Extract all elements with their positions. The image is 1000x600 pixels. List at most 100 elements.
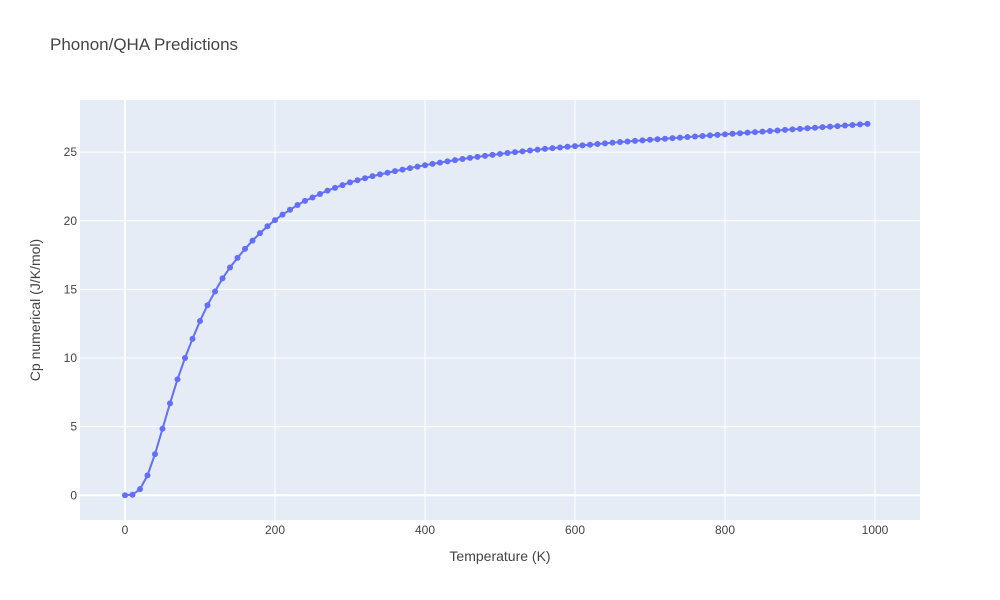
data-point[interactable] [504, 149, 511, 156]
data-point[interactable] [482, 152, 488, 159]
data-point[interactable] [129, 491, 136, 498]
data-point[interactable] [377, 171, 383, 178]
data-point[interactable] [789, 126, 796, 133]
data-point[interactable] [144, 472, 151, 479]
data-point[interactable] [864, 120, 871, 127]
data-point[interactable] [227, 264, 233, 271]
data-point[interactable] [197, 317, 203, 324]
data-point[interactable] [564, 143, 571, 150]
data-point[interactable] [804, 125, 811, 132]
data-point[interactable] [707, 132, 713, 139]
data-point[interactable] [617, 139, 623, 145]
data-point[interactable] [339, 182, 346, 189]
data-point[interactable] [332, 184, 338, 191]
data-point[interactable] [819, 124, 826, 131]
data-point[interactable] [189, 335, 196, 342]
data-point[interactable] [527, 147, 533, 154]
data-point[interactable] [602, 140, 608, 147]
data-point[interactable] [542, 145, 548, 152]
data-point[interactable] [167, 400, 173, 407]
data-point[interactable] [714, 131, 721, 138]
data-point[interactable] [414, 163, 421, 170]
data-point[interactable] [797, 125, 803, 132]
data-point[interactable] [264, 223, 271, 230]
data-point[interactable] [324, 187, 331, 194]
data-point[interactable] [677, 134, 683, 141]
data-point[interactable] [242, 245, 248, 252]
data-point[interactable] [122, 492, 128, 499]
data-point[interactable] [759, 128, 766, 135]
data-point[interactable] [827, 123, 833, 130]
data-point[interactable] [654, 136, 661, 143]
data-point[interactable] [729, 130, 736, 137]
data-point[interactable] [639, 137, 646, 144]
data-point[interactable] [257, 230, 263, 237]
data-point[interactable] [437, 159, 443, 166]
data-point[interactable] [579, 142, 586, 149]
data-point[interactable] [204, 302, 211, 309]
data-point[interactable] [647, 136, 653, 143]
data-point[interactable] [662, 135, 668, 142]
data-point[interactable] [294, 202, 301, 208]
data-point[interactable] [137, 486, 143, 493]
data-point[interactable] [737, 130, 743, 137]
data-point[interactable] [452, 157, 458, 164]
data-point[interactable] [857, 121, 863, 128]
data-point[interactable] [317, 191, 323, 198]
data-point[interactable] [624, 138, 631, 145]
data-point[interactable] [842, 122, 848, 129]
data-point[interactable] [159, 425, 166, 432]
data-point[interactable] [249, 237, 256, 244]
data-point[interactable] [234, 254, 241, 261]
data-point[interactable] [849, 121, 856, 128]
data-point[interactable] [557, 144, 563, 151]
data-point[interactable] [572, 143, 578, 150]
data-point[interactable] [774, 127, 781, 134]
data-point[interactable] [212, 288, 218, 295]
data-point[interactable] [287, 206, 293, 213]
data-point[interactable] [369, 173, 376, 180]
data-point[interactable] [174, 376, 181, 383]
data-point[interactable] [429, 160, 436, 167]
data-point[interactable] [692, 133, 698, 140]
data-point[interactable] [767, 128, 773, 135]
data-point[interactable] [534, 146, 541, 153]
data-point[interactable] [669, 135, 676, 142]
data-point[interactable] [272, 217, 278, 224]
data-point[interactable] [497, 150, 503, 157]
data-point[interactable] [407, 165, 413, 172]
data-point[interactable] [722, 131, 728, 138]
data-point[interactable] [182, 355, 188, 362]
data-point[interactable] [684, 134, 691, 141]
data-point[interactable] [587, 141, 593, 148]
data-point[interactable] [594, 141, 601, 148]
data-point[interactable] [549, 145, 556, 152]
data-point[interactable] [632, 137, 638, 144]
data-point[interactable] [489, 151, 496, 158]
data-point[interactable] [444, 158, 451, 165]
data-point[interactable] [354, 177, 361, 184]
data-point[interactable] [347, 179, 353, 186]
data-point[interactable] [302, 197, 308, 204]
data-point[interactable] [459, 156, 466, 163]
data-point[interactable] [279, 211, 286, 218]
data-point[interactable] [744, 129, 751, 136]
data-point[interactable] [782, 126, 788, 133]
data-point[interactable] [699, 132, 706, 139]
data-point[interactable] [609, 139, 616, 146]
data-point[interactable] [399, 166, 406, 173]
data-point[interactable] [309, 194, 316, 201]
data-point[interactable] [519, 148, 526, 155]
data-point[interactable] [384, 169, 391, 176]
data-point[interactable] [812, 124, 818, 131]
data-point[interactable] [152, 451, 158, 458]
data-point[interactable] [467, 154, 473, 161]
data-point[interactable] [512, 149, 518, 156]
data-point[interactable] [392, 168, 398, 175]
data-point[interactable] [219, 275, 226, 282]
data-point[interactable] [752, 129, 758, 136]
data-point[interactable] [834, 123, 841, 130]
data-point[interactable] [362, 175, 368, 182]
data-point[interactable] [422, 162, 428, 169]
data-point[interactable] [474, 153, 481, 160]
